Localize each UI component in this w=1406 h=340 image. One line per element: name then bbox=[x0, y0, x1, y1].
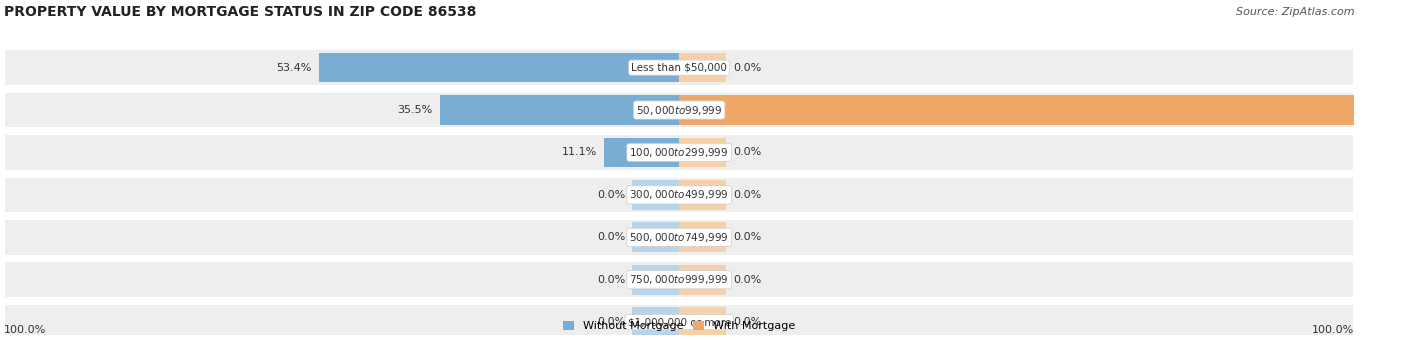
Text: 0.0%: 0.0% bbox=[733, 190, 762, 200]
Text: 0.0%: 0.0% bbox=[733, 63, 762, 73]
Bar bbox=[631, 265, 679, 294]
Bar bbox=[631, 180, 679, 210]
Text: $1,000,000 or more: $1,000,000 or more bbox=[627, 317, 731, 327]
Text: $750,000 to $999,999: $750,000 to $999,999 bbox=[630, 273, 728, 286]
Bar bbox=[605, 138, 679, 167]
Bar bbox=[4, 134, 1354, 171]
Bar bbox=[631, 222, 679, 252]
Text: 11.1%: 11.1% bbox=[562, 148, 598, 157]
Text: $500,000 to $749,999: $500,000 to $749,999 bbox=[630, 231, 728, 244]
Text: 0.0%: 0.0% bbox=[598, 190, 626, 200]
Text: 0.0%: 0.0% bbox=[733, 148, 762, 157]
Bar bbox=[440, 95, 679, 125]
Text: 0.0%: 0.0% bbox=[733, 232, 762, 242]
Text: Source: ZipAtlas.com: Source: ZipAtlas.com bbox=[1236, 7, 1354, 17]
Text: PROPERTY VALUE BY MORTGAGE STATUS IN ZIP CODE 86538: PROPERTY VALUE BY MORTGAGE STATUS IN ZIP… bbox=[4, 5, 477, 19]
Bar bbox=[4, 92, 1354, 128]
Text: 53.4%: 53.4% bbox=[277, 63, 312, 73]
Bar bbox=[679, 95, 1354, 125]
Text: 0.0%: 0.0% bbox=[733, 275, 762, 285]
Text: 100.0%: 100.0% bbox=[1312, 325, 1354, 335]
Bar bbox=[4, 49, 1354, 86]
Bar bbox=[4, 261, 1354, 298]
Bar bbox=[679, 53, 727, 83]
Text: $100,000 to $299,999: $100,000 to $299,999 bbox=[630, 146, 728, 159]
Text: 0.0%: 0.0% bbox=[598, 275, 626, 285]
Bar bbox=[679, 138, 727, 167]
Bar bbox=[679, 265, 727, 294]
Text: 100.0%: 100.0% bbox=[4, 325, 46, 335]
Bar bbox=[631, 307, 679, 337]
Bar bbox=[319, 53, 679, 83]
Bar bbox=[679, 222, 727, 252]
Text: $50,000 to $99,999: $50,000 to $99,999 bbox=[636, 104, 723, 117]
Bar bbox=[679, 307, 727, 337]
Text: 100.0%: 100.0% bbox=[1361, 105, 1403, 115]
Text: 0.0%: 0.0% bbox=[598, 232, 626, 242]
Text: 35.5%: 35.5% bbox=[398, 105, 433, 115]
Text: 0.0%: 0.0% bbox=[598, 317, 626, 327]
Bar bbox=[679, 180, 727, 210]
Text: $300,000 to $499,999: $300,000 to $499,999 bbox=[630, 188, 728, 201]
Text: Less than $50,000: Less than $50,000 bbox=[631, 63, 727, 73]
Bar bbox=[4, 304, 1354, 340]
Legend: Without Mortgage, With Mortgage: Without Mortgage, With Mortgage bbox=[560, 317, 800, 336]
Bar bbox=[4, 219, 1354, 256]
Bar bbox=[4, 177, 1354, 213]
Text: 0.0%: 0.0% bbox=[733, 317, 762, 327]
